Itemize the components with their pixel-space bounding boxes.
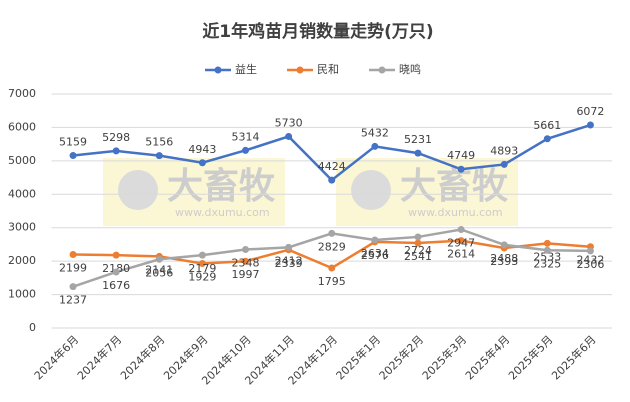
data-label: 1795: [318, 275, 346, 288]
data-label: 4424: [318, 160, 346, 173]
data-point: [112, 268, 120, 276]
data-label: 6072: [576, 105, 604, 118]
watermark-logo: [118, 170, 158, 210]
data-point: [112, 147, 120, 155]
data-label: 5661: [533, 119, 561, 132]
data-point: [69, 283, 77, 291]
data-point: [328, 229, 336, 237]
data-label: 2325: [533, 257, 561, 270]
data-point: [414, 239, 422, 247]
data-point: [69, 152, 77, 160]
data-point: [285, 132, 293, 140]
data-point: [155, 152, 163, 160]
watermark-logo: [351, 170, 391, 210]
data-point: [543, 239, 551, 247]
data-point: [198, 159, 206, 167]
y-tick-label: 4000: [8, 187, 36, 200]
data-point: [500, 160, 508, 168]
data-point: [69, 250, 77, 258]
data-label: 2488: [490, 252, 518, 265]
y-tick-label: 7000: [8, 87, 36, 100]
data-point: [500, 241, 508, 249]
chart-title: 近1年鸡苗月销数量走势(万只): [202, 21, 433, 42]
data-point: [414, 233, 422, 241]
data-point: [198, 251, 206, 259]
data-label: 2339: [275, 257, 303, 270]
data-point: [328, 176, 336, 184]
watermark-text: 大畜牧: [167, 166, 276, 207]
watermark: 大畜牧 www.dxumu.com 大畜牧 www.dxumu.com: [103, 158, 518, 226]
data-point: [328, 264, 336, 272]
data-label: 2306: [576, 258, 604, 271]
watermark-url: www.dxumu.com: [408, 206, 503, 219]
data-label: 5432: [361, 126, 389, 139]
legend-marker: [214, 66, 222, 74]
data-label: 5159: [59, 136, 87, 149]
data-point: [457, 237, 465, 245]
y-tick-label: 3000: [8, 221, 36, 234]
data-label: 2541: [404, 250, 432, 263]
data-label: 5298: [102, 131, 130, 144]
data-label: 2576: [361, 249, 389, 262]
data-label: 5314: [232, 130, 260, 143]
y-tick-label: 0: [29, 321, 36, 334]
data-point: [242, 257, 250, 265]
data-label: 1997: [232, 268, 260, 281]
data-point: [112, 251, 120, 259]
data-label: 1237: [59, 294, 87, 307]
data-point: [457, 165, 465, 173]
data-point: [242, 246, 250, 254]
data-label: 5156: [145, 136, 173, 149]
data-label: 2348: [232, 257, 260, 270]
legend-label: 益生: [235, 62, 257, 76]
data-label: 2947: [447, 236, 475, 249]
data-point: [155, 255, 163, 263]
data-label: 2634: [361, 247, 389, 260]
y-tick-label: 5000: [8, 154, 36, 167]
data-point: [586, 121, 594, 129]
data-point: [371, 236, 379, 244]
data-label: 4749: [447, 149, 475, 162]
data-point: [543, 135, 551, 143]
data-label: 2199: [59, 261, 87, 274]
data-label: 2614: [447, 248, 475, 261]
legend-label: 民和: [317, 63, 339, 76]
y-tick-label: 6000: [8, 120, 36, 133]
data-label: 2179: [188, 262, 216, 275]
data-label: 5730: [275, 116, 303, 129]
data-label: 2724: [404, 244, 432, 257]
data-point: [198, 260, 206, 268]
legend-marker: [378, 66, 386, 74]
data-label: 1676: [102, 279, 130, 292]
data-label: 2432: [576, 254, 604, 267]
data-label: 2393: [490, 255, 518, 268]
data-label: 2533: [533, 250, 561, 263]
data-label: 4943: [188, 143, 216, 156]
data-label: 5231: [404, 133, 432, 146]
data-label: 2056: [145, 266, 173, 279]
data-point: [543, 246, 551, 254]
data-point: [285, 243, 293, 251]
data-label: 1929: [188, 271, 216, 284]
legend-marker: [296, 66, 304, 74]
data-point: [457, 225, 465, 233]
data-point: [371, 142, 379, 150]
data-label: 2141: [145, 263, 173, 276]
data-label: 4893: [490, 144, 518, 157]
y-tick-label: 1000: [8, 288, 36, 301]
data-point: [414, 149, 422, 157]
data-label: 2829: [318, 240, 346, 253]
data-point: [586, 247, 594, 255]
data-point: [242, 146, 250, 154]
data-label: 2412: [275, 254, 303, 267]
watermark-text: 大畜牧: [400, 166, 509, 207]
y-tick-label: 2000: [8, 254, 36, 267]
legend-label: 晓鸣: [399, 62, 421, 76]
watermark-url: www.dxumu.com: [175, 206, 270, 219]
